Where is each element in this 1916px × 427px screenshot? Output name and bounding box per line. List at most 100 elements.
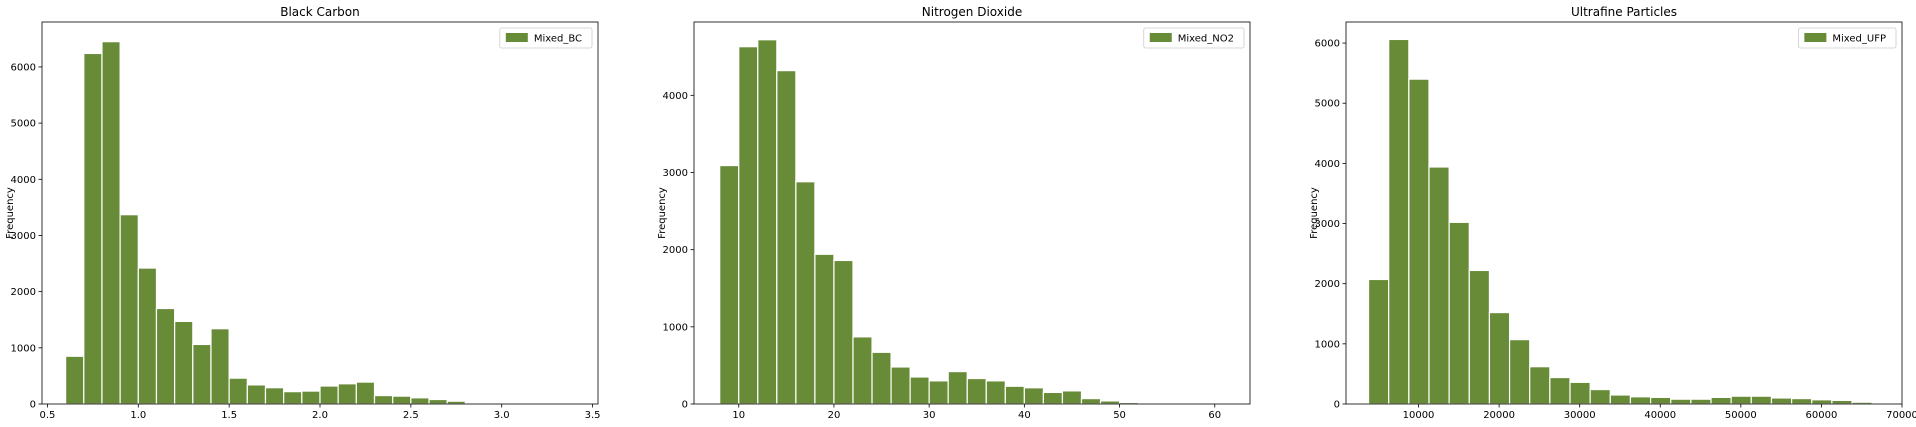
x-tick-label: 0.5 xyxy=(39,410,55,421)
y-axis-label-nitrogen-dioxide: Frequency xyxy=(657,187,668,239)
plot-frame-black-carbon xyxy=(41,21,599,405)
bar-ultrafine-particles xyxy=(1811,399,1833,405)
panel-nitrogen-dioxide: 10 20 30 40 50 60 0 1000 2000 3000 4000 Nitrogen … xyxy=(657,5,1251,421)
y-tick-label: 3000 xyxy=(1315,219,1340,230)
x-tick-label: 70000 xyxy=(1886,410,1916,421)
y-tick-label: 5000 xyxy=(1315,99,1340,110)
x-tick-label: 3.5 xyxy=(585,410,601,421)
x-tick-label: 30 xyxy=(923,410,936,421)
legend-swatch xyxy=(505,33,528,42)
bar-black-carbon xyxy=(301,390,321,405)
bar-ultrafine-particles xyxy=(1569,381,1591,405)
bar-nitrogen-dioxide xyxy=(795,181,816,405)
x-axis-ultrafine-particles: 10000 20000 30000 40000 50000 60000 70000 xyxy=(1403,404,1916,421)
x-axis-black-carbon: 0.5 1.0 1.5 2.0 2.5 3.0 3.5 xyxy=(39,404,601,421)
bar-nitrogen-dioxide xyxy=(852,336,873,405)
x-tick-label: 60000 xyxy=(1806,410,1838,421)
y-tick-label: 5000 xyxy=(11,119,36,130)
x-axis-nitrogen-dioxide: 10 20 30 40 50 60 xyxy=(732,404,1221,421)
legend-nitrogen-dioxide: Mixed_NO2 xyxy=(1143,27,1245,49)
chart-title-black-carbon: Black Carbon xyxy=(280,5,360,19)
chart-title-nitrogen-dioxide: Nitrogen Dioxide xyxy=(922,5,1022,19)
bar-black-carbon xyxy=(283,391,303,405)
y-axis-black-carbon: 0 1000 2000 3000 4000 5000 6000 xyxy=(11,62,42,411)
bar-nitrogen-dioxide xyxy=(1099,400,1121,405)
y-tick-label: 1000 xyxy=(663,322,688,333)
y-tick-label: 1000 xyxy=(11,343,36,354)
bar-black-carbon xyxy=(174,320,194,405)
bar-ultrafine-particles xyxy=(1609,394,1632,405)
bar-ultrafine-particles xyxy=(1529,366,1551,405)
bar-black-carbon xyxy=(119,214,139,405)
bar-nitrogen-dioxide xyxy=(1080,397,1102,405)
bar-ultrafine-particles xyxy=(1831,399,1853,405)
legend-swatch xyxy=(1804,33,1827,42)
bar-nitrogen-dioxide xyxy=(833,259,854,405)
bar-black-carbon xyxy=(83,52,103,405)
bar-ultrafine-particles xyxy=(1791,397,1813,405)
y-tick-label: 4000 xyxy=(1315,159,1340,170)
chart-title-ultrafine-particles: Ultrafine Particles xyxy=(1571,5,1677,19)
bar-ultrafine-particles xyxy=(1589,388,1611,405)
y-axis-label-ultrafine-particles: Frequency xyxy=(1309,187,1320,239)
y-tick-label: 6000 xyxy=(1315,39,1340,50)
bar-ultrafine-particles xyxy=(1367,278,1390,405)
panel-black-carbon: 0.5 1.0 1.5 2.0 2.5 3.0 3.5 0 1000 2000 3000 4000 5… xyxy=(5,5,601,421)
bar-black-carbon xyxy=(101,41,121,405)
bar-nitrogen-dioxide xyxy=(757,39,778,405)
x-tick-label: 3.0 xyxy=(494,410,510,421)
bar-nitrogen-dioxide xyxy=(1004,385,1025,405)
x-tick-label: 50 xyxy=(1113,410,1126,421)
bar-black-carbon xyxy=(155,307,176,405)
y-tick-label: 2000 xyxy=(11,287,36,298)
y-tick-label: 6000 xyxy=(11,62,36,73)
bar-ultrafine-particles xyxy=(1388,38,1410,405)
bar-ultrafine-particles xyxy=(1670,398,1692,405)
bar-black-carbon xyxy=(392,395,412,405)
x-tick-label: 2.0 xyxy=(312,410,328,421)
bars-black-carbon xyxy=(65,41,557,405)
y-tick-label: 3000 xyxy=(663,168,688,179)
plot-frame-nitrogen-dioxide xyxy=(693,21,1251,405)
bar-nitrogen-dioxide xyxy=(814,253,835,405)
bar-nitrogen-dioxide xyxy=(738,46,759,405)
bar-ultrafine-particles xyxy=(1750,395,1773,405)
x-tick-label: 1.0 xyxy=(130,410,146,421)
y-tick-label: 2000 xyxy=(1315,279,1340,290)
bar-nitrogen-dioxide xyxy=(1023,387,1045,405)
y-tick-label: 0 xyxy=(30,400,36,411)
plot-frame-ultrafine-particles xyxy=(1345,21,1903,405)
bar-black-carbon xyxy=(355,381,376,405)
bar-nitrogen-dioxide xyxy=(985,380,1006,405)
bar-nitrogen-dioxide xyxy=(966,377,987,405)
y-axis-nitrogen-dioxide: 0 1000 2000 3000 4000 xyxy=(663,91,694,411)
legend-label-ultrafine-particles: Mixed_UFP xyxy=(1832,34,1886,45)
bar-black-carbon xyxy=(319,385,339,405)
bar-ultrafine-particles xyxy=(1428,166,1450,405)
bar-black-carbon xyxy=(210,328,230,405)
x-tick-label: 2.5 xyxy=(403,410,419,421)
bar-ultrafine-particles xyxy=(1690,398,1712,405)
bar-ultrafine-particles xyxy=(1730,395,1752,405)
bar-nitrogen-dioxide xyxy=(1042,391,1064,405)
bars-ultrafine-particles xyxy=(1367,38,1893,405)
bar-black-carbon xyxy=(410,397,430,405)
x-tick-label: 20000 xyxy=(1483,410,1515,421)
y-tick-label: 4000 xyxy=(663,91,688,102)
y-tick-label: 4000 xyxy=(11,175,36,186)
bar-black-carbon xyxy=(246,384,267,405)
bar-black-carbon xyxy=(337,383,357,405)
bar-ultrafine-particles xyxy=(1770,397,1793,405)
bar-nitrogen-dioxide xyxy=(909,376,930,405)
bar-black-carbon xyxy=(373,394,394,405)
y-tick-label: 2000 xyxy=(663,245,688,256)
y-tick-label: 0 xyxy=(682,400,688,411)
x-tick-label: 10 xyxy=(732,410,745,421)
bar-black-carbon xyxy=(137,267,158,405)
bar-black-carbon xyxy=(228,377,248,405)
bar-ultrafine-particles xyxy=(1488,311,1511,405)
y-axis-ultrafine-particles: 0 1000 2000 3000 4000 5000 6000 xyxy=(1315,39,1346,411)
y-tick-label: 0 xyxy=(1334,400,1340,411)
bar-nitrogen-dioxide xyxy=(871,351,892,405)
